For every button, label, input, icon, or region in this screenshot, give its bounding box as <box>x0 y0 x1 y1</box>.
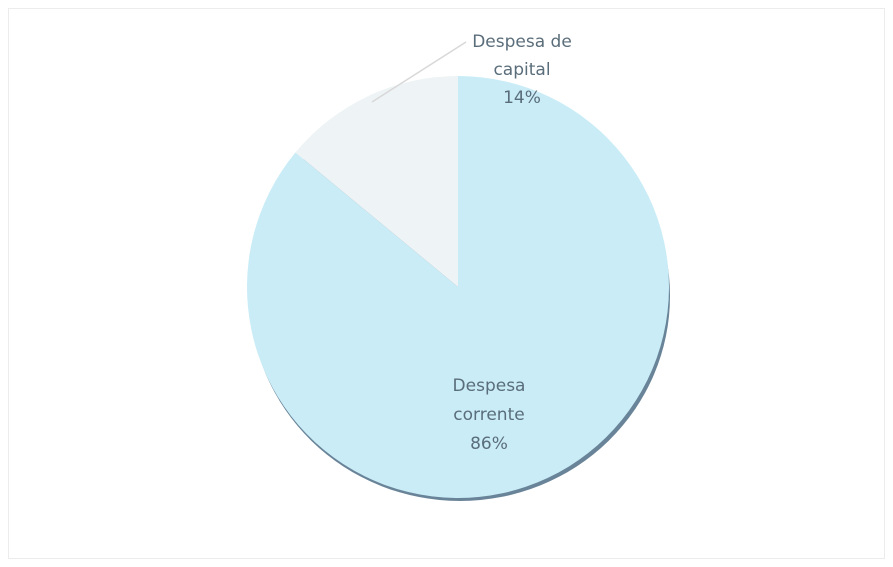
label-despesa-de-capital-line2: capital <box>493 60 550 80</box>
slice-despesa-de-capital <box>295 76 458 287</box>
leader-line-capital <box>371 41 467 103</box>
label-despesa-de-capital-line1: Despesa de <box>472 32 572 52</box>
pie-slices <box>246 76 669 498</box>
percent-label-capital: 14% <box>503 88 541 108</box>
percent-label-corrente: 86% <box>470 434 508 454</box>
label-despesa-corrente-line2: corrente <box>453 405 524 425</box>
label-despesa-corrente-line1: Despesa <box>453 376 526 396</box>
